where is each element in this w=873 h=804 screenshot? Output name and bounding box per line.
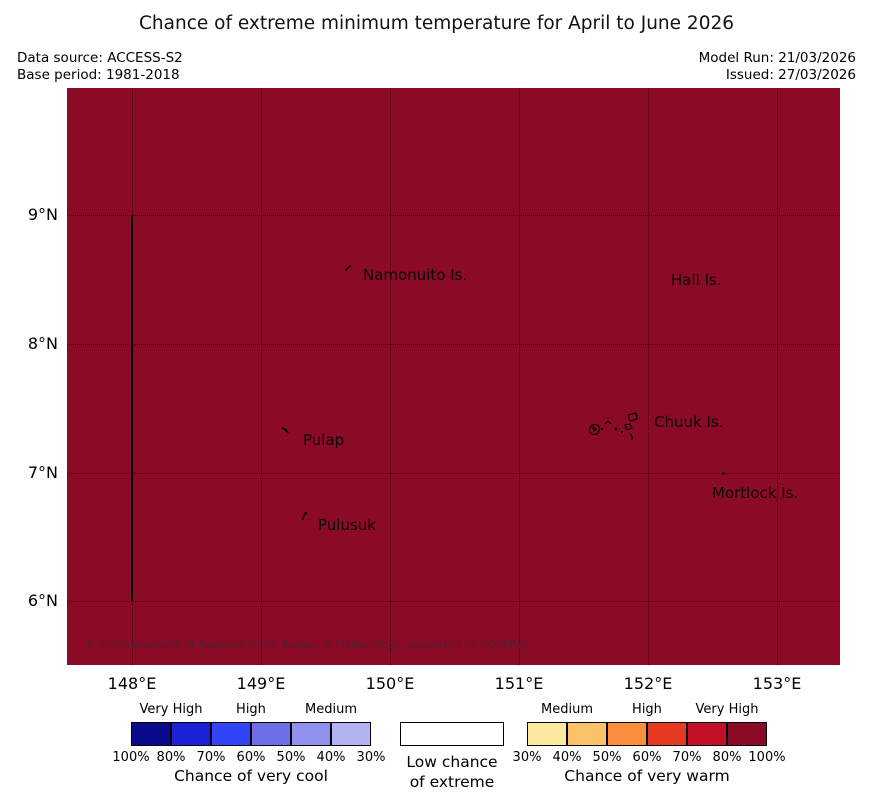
grid-line (519, 88, 520, 665)
warm-percent-label: 60% (632, 750, 662, 765)
grid-line (648, 88, 649, 665)
cool-percent-label: 80% (156, 750, 186, 765)
y-tick-label: 9°N (27, 205, 58, 224)
neutral-caption-line1: Low chance (406, 753, 498, 771)
warm-percent-label: 50% (592, 750, 622, 765)
island-label-pulap: Pulap (303, 431, 345, 449)
neutral-caption-line2: of extreme (409, 773, 495, 791)
map-canvas: Namonuito Is. Hall Is. Pulap Chuuk Is. M… (67, 88, 840, 665)
warm-percent-label: 80% (712, 750, 742, 765)
cool-group-label: High (236, 702, 266, 717)
warm-group-label: High (632, 702, 662, 717)
cool-colorbar-segment (251, 722, 291, 746)
boundary-line (131, 215, 133, 601)
model-run-label: Model Run: 21/03/2026 (698, 50, 856, 66)
cool-group-label: Very High (139, 702, 203, 717)
island-label-hall: Hall Is. (671, 271, 722, 289)
cool-percent-label: 70% (196, 750, 226, 765)
island-marker-icon (722, 472, 725, 475)
x-tick-label: 150°E (365, 674, 415, 693)
neutral-legend-box (400, 722, 504, 746)
warm-colorbar-segment (687, 722, 727, 746)
warm-colorbar-segment (727, 722, 767, 746)
x-tick-label: 149°E (236, 674, 286, 693)
cool-percent-label: 30% (356, 750, 386, 765)
grid-line (67, 344, 840, 345)
island-marker-icon (302, 511, 308, 521)
issued-label: Issued: 27/03/2026 (725, 67, 856, 83)
warm-colorbar-segment (607, 722, 647, 746)
page-title: Chance of extreme minimum temperature fo… (139, 13, 734, 34)
warm-percent-label: 100% (748, 750, 786, 765)
y-tick-label: 8°N (27, 334, 58, 353)
cool-percent-label: 40% (316, 750, 346, 765)
island-marker-icon (345, 265, 352, 272)
y-tick-label: 6°N (27, 591, 58, 610)
x-tick-label: 152°E (623, 674, 673, 693)
island-label-mortlock: Mortlock Is. (712, 484, 799, 502)
data-source-label: Data source: ACCESS-S2 (17, 50, 183, 66)
cool-legend-caption: Chance of very cool (174, 767, 328, 785)
x-tick-label: 151°E (494, 674, 544, 693)
island-label-chuuk: Chuuk Is. (654, 413, 724, 431)
x-tick-label: 153°E (752, 674, 802, 693)
cool-percent-label: 60% (236, 750, 266, 765)
x-tick-label: 148°E (107, 674, 157, 693)
island-marker-icon (281, 427, 289, 434)
island-label-pulusuk: Pulusuk (318, 516, 376, 534)
cool-colorbar-segment (291, 722, 331, 746)
grid-line (390, 88, 391, 665)
y-tick-label: 7°N (27, 463, 58, 482)
cool-colorbar-segment (331, 722, 371, 746)
warm-colorbar-segment (527, 722, 567, 746)
grid-line (67, 601, 840, 602)
warm-percent-label: 30% (512, 750, 542, 765)
header-left: Data source: ACCESS-S2 Base period: 1981… (17, 50, 183, 84)
cool-percent-label: 50% (276, 750, 306, 765)
neutral-legend-caption: Low chance of extreme (380, 752, 524, 791)
cool-colorbar-segment (171, 722, 211, 746)
warm-legend-caption: Chance of very warm (564, 767, 730, 785)
warm-colorbar-segment (567, 722, 607, 746)
cool-colorbar-segment (131, 722, 171, 746)
cool-group-label: Medium (305, 702, 357, 717)
warm-colorbar-segment (647, 722, 687, 746)
cool-colorbar-segment (211, 722, 251, 746)
warm-group-label: Medium (541, 702, 593, 717)
chuuk-islands-icon (588, 412, 638, 441)
cool-percent-label: 100% (112, 750, 150, 765)
warm-percent-label: 70% (672, 750, 702, 765)
warm-group-label: Very High (695, 702, 759, 717)
base-period-label: Base period: 1981-2018 (17, 67, 180, 83)
grid-line (67, 473, 840, 474)
grid-line (261, 88, 262, 665)
warm-percent-label: 40% (552, 750, 582, 765)
island-label-namonuito: Namonuito Is. (363, 266, 468, 284)
copyright-text: © Commonwealth of Australia 2026, Bureau… (85, 639, 528, 651)
grid-line (67, 215, 840, 216)
header-right: Model Run: 21/03/2026 Issued: 27/03/2026 (699, 50, 856, 84)
grid-line (777, 88, 778, 665)
